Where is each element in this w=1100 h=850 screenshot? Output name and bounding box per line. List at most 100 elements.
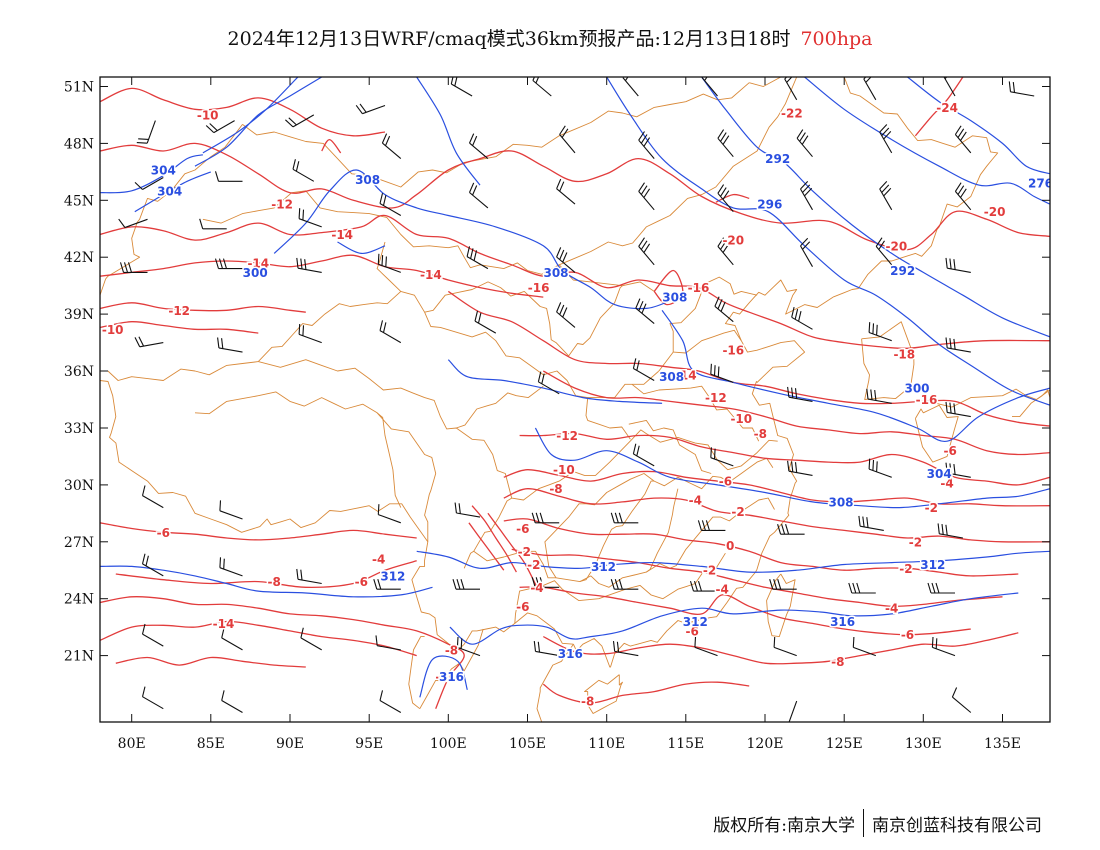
- contour-label: -24: [936, 101, 958, 115]
- lon-tick-label: 115E: [667, 736, 704, 752]
- lat-tick-label: 39N: [64, 307, 94, 323]
- boundary-line: [1012, 389, 1050, 418]
- height-contour: [449, 592, 1019, 645]
- wind-barb: [355, 103, 386, 115]
- lon-tick-label: 135E: [984, 736, 1021, 752]
- contour-label: -6: [516, 522, 529, 536]
- wind-barb: [559, 125, 576, 154]
- wind-barb: [214, 258, 243, 270]
- height-contour-layer: [100, 77, 1050, 698]
- boundary-line: [749, 77, 782, 87]
- wind-barb: [217, 337, 243, 353]
- lon-tick-label: 80E: [118, 736, 146, 752]
- contour-label: -6: [719, 475, 732, 489]
- contour-label: 304: [157, 184, 182, 198]
- lon-tick-label: 100E: [430, 736, 467, 752]
- boundary-line: [646, 488, 679, 573]
- wind-barb: [635, 298, 655, 325]
- wind-barb: [379, 193, 402, 216]
- contour-label: -2: [909, 535, 922, 549]
- wind-barb: [610, 579, 639, 590]
- company-text: 南京创蓝科技有限公司: [872, 815, 1042, 836]
- wind-barb: [531, 512, 560, 524]
- contour-label: -12: [556, 429, 578, 443]
- contour-label: -10: [197, 108, 219, 122]
- lon-tick-label: 130E: [905, 736, 942, 752]
- contour-label: -12: [168, 304, 190, 318]
- axis-layer: 51N 48N 45N 42N 39N 36N 33N 30N 27N 24N 21N 80E 85E 9…: [64, 77, 1050, 752]
- wind-barb: [612, 641, 639, 657]
- boundary-line: [861, 321, 915, 400]
- contour-label: 312: [683, 615, 708, 629]
- wind-barb: [533, 641, 560, 657]
- border-layer: [100, 77, 1050, 722]
- contour-label: -20: [984, 205, 1006, 219]
- wind-barb: [852, 636, 876, 657]
- lon-tick-label: 110E: [588, 736, 625, 752]
- temperature-contour: [487, 512, 538, 588]
- wind-barb: [710, 447, 734, 467]
- lat-tick-label: 48N: [64, 136, 94, 152]
- height-contour: [100, 154, 204, 194]
- wind-barb: [863, 77, 877, 101]
- contour-label: -6: [355, 575, 368, 589]
- wind-barb: [800, 181, 813, 211]
- height-contour: [661, 309, 1050, 442]
- contour-label: 312: [591, 560, 616, 574]
- contour-label: -16: [722, 344, 744, 358]
- wind-barb: [638, 182, 655, 211]
- temperature-contour: [715, 193, 750, 203]
- boundary-line: [631, 383, 760, 442]
- height-contour: [447, 359, 663, 404]
- contour-label: -2: [518, 545, 531, 559]
- boundary-line: [584, 674, 623, 714]
- boundary-line: [100, 380, 574, 653]
- lat-tick-label: 42N: [64, 250, 94, 266]
- boundary-line: [558, 264, 655, 292]
- contour-label: -2: [731, 505, 744, 519]
- footer: 版权所有:南京大学 南京创蓝科技有限公司: [713, 809, 1042, 837]
- contour-label: -2: [925, 501, 938, 515]
- wind-barb: [848, 582, 876, 594]
- contour-label: -4: [530, 581, 543, 595]
- contour-label: 308: [659, 370, 684, 384]
- contour-label: -16: [688, 281, 710, 295]
- contour-label: -8: [268, 575, 281, 589]
- contour-label: -4: [940, 477, 953, 491]
- wind-barb: [1008, 81, 1035, 97]
- temperature-contour: [100, 321, 259, 334]
- boundary-line: [456, 385, 544, 429]
- contour-label: -14: [420, 268, 442, 282]
- boundary-line: [258, 359, 513, 569]
- wind-barb: [945, 462, 971, 478]
- contour-label: 312: [920, 558, 945, 572]
- title-main: 2024年12月13日WRF/cmaq模式36km预报产品:12月13日18时: [227, 28, 791, 50]
- height-contour: [273, 169, 671, 310]
- contour-label: 316: [558, 647, 583, 661]
- contour-label: -14: [247, 256, 269, 270]
- contour-label: -8: [549, 482, 562, 496]
- temperature-contour: [519, 586, 971, 636]
- temperature-contour: [543, 632, 1019, 665]
- wind-barb: [221, 627, 243, 651]
- contour-label: -4: [716, 583, 729, 597]
- wind-barb: [466, 246, 489, 270]
- boundary-line: [408, 636, 425, 710]
- wind-barb: [796, 129, 813, 158]
- lon-tick-label: 105E: [509, 736, 546, 752]
- contour-label: -4: [689, 494, 702, 508]
- wind-barb: [689, 580, 718, 592]
- wind-barb: [377, 253, 401, 273]
- wind-barb: [119, 262, 148, 273]
- boundary-line: [766, 573, 796, 638]
- boundary-line: [832, 77, 999, 298]
- plot-area: -10-12-14-14-14-12-10-16 -16-20-22 -24-20-…: [100, 77, 1053, 722]
- wind-barb: [769, 579, 797, 590]
- height-contour: [606, 77, 1050, 406]
- boundary-line: [473, 497, 775, 588]
- temperature-contour-layer: [100, 77, 1050, 709]
- temperature-contour: [115, 560, 417, 588]
- temperature-contour: [100, 214, 1050, 349]
- wind-barb: [622, 77, 639, 97]
- contour-label: 276: [1028, 177, 1053, 191]
